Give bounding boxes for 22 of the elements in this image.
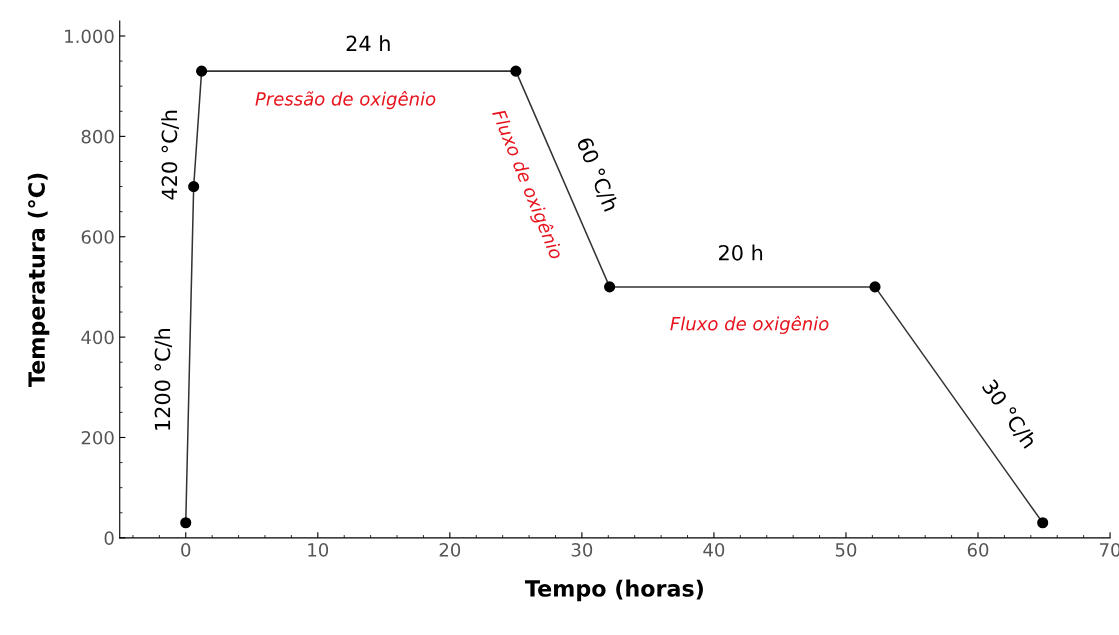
- annotation: Fluxo de oxigênio: [670, 315, 829, 334]
- y-tick-label: 800: [81, 129, 114, 144]
- x-axis-title: Tempo (horas): [525, 579, 703, 602]
- annotation: 420 °C/h: [161, 110, 179, 200]
- y-tick-label: 1.000: [65, 29, 114, 44]
- y-tick-label: 200: [81, 430, 114, 445]
- annotation: 24 h: [346, 35, 390, 51]
- x-tick-label: 50: [835, 543, 857, 557]
- y-tick-label: 0: [104, 531, 114, 545]
- x-tick-label: 60: [967, 543, 989, 557]
- x-tick-label: 10: [308, 543, 329, 557]
- x-tick-label: 20: [439, 543, 461, 557]
- x-tick-label: 40: [703, 543, 725, 557]
- y-axis-title: Temperatura (°C): [27, 173, 50, 387]
- annotation: 20 h: [719, 244, 763, 261]
- annotation: Pressão de oxigênio: [255, 90, 436, 110]
- y-tick-label: 600: [81, 230, 114, 244]
- x-tick-label: 30: [571, 543, 593, 557]
- y-tick-label: 400: [81, 330, 114, 345]
- x-tick-label: 0: [181, 543, 191, 557]
- annotation: 1200 °C/h: [154, 329, 172, 430]
- annotation: 60 °C/h: [574, 136, 620, 213]
